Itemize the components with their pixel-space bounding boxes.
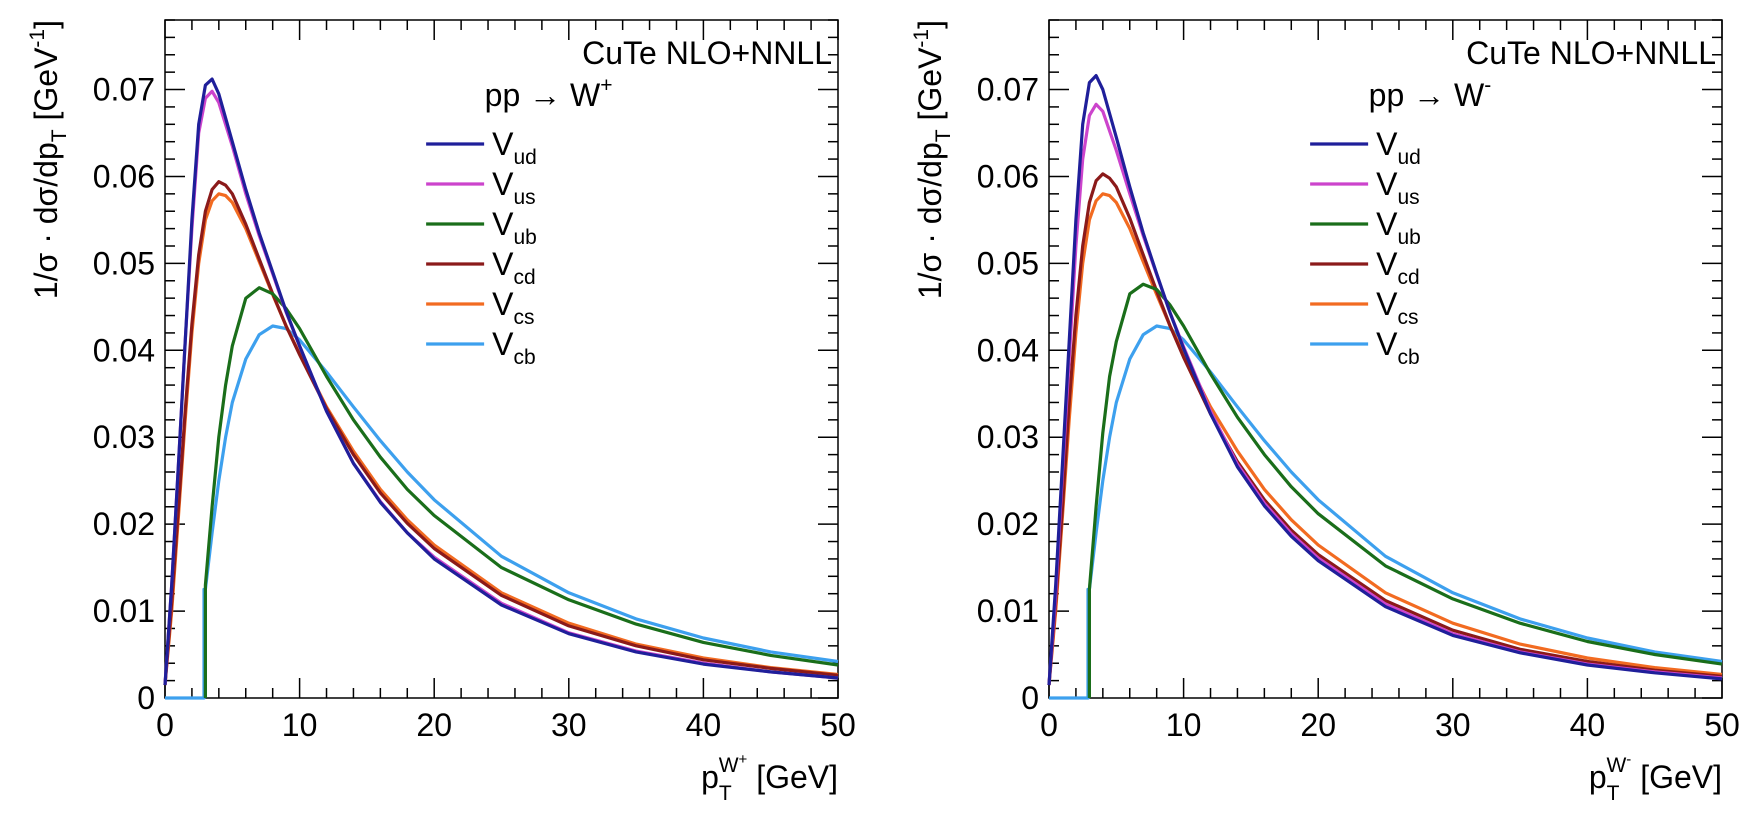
x-tick-label: 0 xyxy=(1040,707,1058,743)
legend-label: Vcd xyxy=(1376,246,1420,289)
legend-label: Vub xyxy=(1376,206,1421,249)
y-tick-label: 0.07 xyxy=(93,72,155,108)
legend-item-v-ud: Vud xyxy=(1310,126,1421,169)
series-line-v-ud xyxy=(163,77,839,686)
legend-item-v-cs: Vcs xyxy=(1310,286,1418,329)
y-tick-label: 0 xyxy=(137,680,155,716)
y-tick-label: 0.01 xyxy=(93,593,155,629)
y-tick-label: 0 xyxy=(1021,680,1039,716)
legend-item-v-ud: Vud xyxy=(426,126,537,169)
legend-item-v-us: Vus xyxy=(426,166,536,209)
series-line-v-ub xyxy=(1087,282,1723,698)
legend-label: Vcb xyxy=(1376,326,1420,369)
y-tick-label: 0.05 xyxy=(93,245,155,281)
y-tick-label: 0.05 xyxy=(977,245,1039,281)
axis-ticks xyxy=(1048,19,1723,699)
series-lines xyxy=(1047,74,1723,700)
x-tick-label: 20 xyxy=(1300,707,1336,743)
y-tick-label: 0.02 xyxy=(93,506,155,542)
x-tick-label: 10 xyxy=(282,707,318,743)
legend-item-v-cs: Vcs xyxy=(426,286,534,329)
legend-item-v-cb: Vcb xyxy=(426,326,536,369)
legend-item-v-cd: Vcd xyxy=(426,246,536,289)
x-tick-label: 30 xyxy=(551,707,587,743)
y-tick-label: 0.07 xyxy=(977,72,1039,108)
y-tick-label: 0.02 xyxy=(977,506,1039,542)
x-tick-label: 20 xyxy=(416,707,452,743)
legend-label: Vus xyxy=(1376,166,1420,209)
legend-label: Vcb xyxy=(492,326,536,369)
x-tick-label: 10 xyxy=(1166,707,1202,743)
legend-item-v-cb: Vcb xyxy=(1310,326,1420,369)
y-axis-title: 1/σ · dσ/dpT [GeV-1] xyxy=(910,20,955,299)
legend-label: Vus xyxy=(492,166,536,209)
series-line-v-ud xyxy=(1047,74,1723,686)
legend-label: Vub xyxy=(492,206,537,249)
y-tick-label: 0.03 xyxy=(977,419,1039,455)
series-line-v-ub xyxy=(203,286,839,698)
x-tick-label: 0 xyxy=(156,707,174,743)
chart-title: CuTe NLO+NNLL xyxy=(1466,35,1716,71)
chart-panel-1: 0 10 20 30 40 50 0 0.01 0.02 0.03 0.04 0.05 0.06 0.07… xyxy=(26,19,856,805)
x-tick-label: 50 xyxy=(820,707,856,743)
legend-item-v-ub: Vub xyxy=(426,206,537,249)
x-tick-label: 50 xyxy=(1704,707,1740,743)
process-label: pp → W+ xyxy=(485,74,613,113)
x-axis-title: pTW+ [GeV] xyxy=(701,751,838,805)
chart-title: CuTe NLO+NNLL xyxy=(582,35,832,71)
axis-ticks xyxy=(164,19,839,699)
series-lines xyxy=(163,77,839,700)
x-tick-label: 30 xyxy=(1435,707,1471,743)
chart-panel-2: 0 10 20 30 40 50 0 0.01 0.02 0.03 0.04 0.05 0.06 0.07… xyxy=(910,19,1740,805)
legend-label: Vcd xyxy=(492,246,536,289)
legend-label: Vcs xyxy=(1376,286,1418,329)
legend-item-v-ub: Vub xyxy=(1310,206,1421,249)
plot-frame xyxy=(1048,19,1723,699)
series-line-v-cb xyxy=(165,324,839,700)
y-tick-label: 0.01 xyxy=(977,593,1039,629)
y-tick-label: 0.04 xyxy=(977,332,1039,368)
legend-item-v-us: Vus xyxy=(1310,166,1420,209)
x-axis-title: pTW- [GeV] xyxy=(1589,751,1722,805)
y-tick-label: 0.04 xyxy=(93,332,155,368)
x-tick-label: 40 xyxy=(1570,707,1606,743)
y-tick-label: 0.06 xyxy=(93,158,155,194)
y-tick-label: 0.06 xyxy=(977,158,1039,194)
y-tick-label: 0.03 xyxy=(93,419,155,455)
legend-item-v-cd: Vcd xyxy=(1310,246,1420,289)
y-axis-title: 1/σ · dσ/dpT [GeV-1] xyxy=(26,20,71,299)
legend-label: Vud xyxy=(1376,126,1421,169)
series-line-v-cb xyxy=(1049,324,1723,700)
x-tick-label: 40 xyxy=(686,707,722,743)
legend-label: Vud xyxy=(492,126,537,169)
process-label: pp → W- xyxy=(1369,74,1492,113)
plot-frame xyxy=(164,19,839,699)
legend-label: Vcs xyxy=(492,286,534,329)
